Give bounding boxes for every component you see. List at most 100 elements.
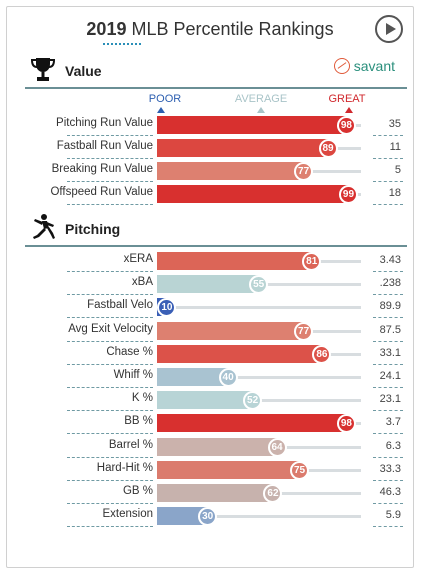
percentile-row[interactable]: Avg Exit Velocity 77 87.5 (7, 320, 415, 342)
stat-value: 6.3 (385, 439, 401, 452)
percentile-row[interactable]: Fastball Velo 10 89.9 (7, 296, 415, 319)
pitcher-icon (33, 214, 55, 239)
label-divider (67, 158, 153, 159)
percentile-badge[interactable]: 81 (302, 252, 322, 271)
value-divider (373, 456, 403, 458)
percentile-badge[interactable]: 62 (263, 484, 283, 503)
percentile-card: 2019 MLB Percentile Rankings Value savan… (6, 6, 414, 568)
label-divider (67, 363, 153, 365)
value-divider (373, 158, 403, 159)
metric-label: Offspeed Run Value (50, 186, 153, 198)
percentile-badge[interactable]: 89 (318, 139, 338, 158)
percentile-bar (157, 391, 254, 410)
metric-label: K % (131, 392, 153, 405)
value-divider (373, 503, 403, 504)
metric-label: Fastball Velo (87, 299, 153, 312)
percentile-row[interactable]: Whiff % 40 24.1 (7, 366, 415, 388)
label-divider (67, 410, 153, 412)
percentile-row[interactable]: Chase % 86 33.1 (7, 343, 415, 365)
stat-value: 3.43 (379, 254, 401, 266)
percentile-badge[interactable]: 86 (312, 344, 332, 364)
value-divider (373, 363, 403, 365)
value-section-rule (25, 87, 407, 89)
percentile-bar (157, 437, 278, 456)
label-divider (67, 294, 153, 296)
value-divider (373, 271, 403, 272)
percentile-bar (157, 321, 305, 340)
pitching-section-header: Pitching (25, 213, 409, 243)
percentile-row[interactable]: Fastball Run Value 89 11 (7, 137, 415, 159)
percentile-track (157, 306, 361, 310)
label-divider (67, 340, 153, 342)
savant-brand-text: savant (353, 58, 395, 74)
percentile-badge[interactable]: 75 (290, 460, 309, 480)
value-divider (373, 181, 403, 182)
value-divider (373, 526, 403, 528)
value-divider (373, 479, 403, 481)
label-divider (67, 456, 153, 458)
trophy-icon (30, 58, 56, 81)
stat-value: 5.9 (385, 509, 401, 522)
savant-logo-icon (333, 58, 350, 74)
percentile-row[interactable]: xERA 81 3.43 (7, 250, 415, 272)
value-divider (373, 387, 403, 388)
percentile-track (157, 376, 361, 379)
percentile-badge[interactable]: 77 (294, 162, 314, 181)
percentile-badge[interactable]: 10 (157, 298, 177, 318)
value-divider (373, 433, 403, 435)
pitching-section-rule (25, 245, 407, 247)
savant-brand[interactable]: savant (333, 58, 395, 74)
percentile-badge[interactable]: 40 (218, 368, 238, 387)
percentile-badge[interactable]: 98 (336, 414, 356, 434)
percentile-row[interactable]: Extension 30 5.9 (7, 505, 415, 528)
value-section-header: Value savant (25, 55, 409, 85)
percentile-track (157, 515, 361, 519)
percentile-badge[interactable]: 64 (267, 437, 287, 457)
metric-label: Extension (102, 508, 153, 521)
value-divider (373, 317, 403, 319)
percentile-row[interactable]: xBA 55 .238 (7, 273, 415, 296)
percentile-bar (157, 460, 300, 479)
play-icon[interactable] (375, 15, 403, 43)
page-title: 2019 MLB Percentile Rankings (7, 19, 413, 40)
value-divider (373, 340, 403, 342)
percentile-bar (157, 484, 274, 502)
stat-value: 24.1 (379, 370, 401, 382)
title-text: MLB Percentile Rankings (126, 19, 334, 39)
percentile-badge[interactable]: 55 (249, 275, 269, 295)
percentile-row[interactable]: Offspeed Run Value 99 18 (7, 183, 415, 205)
metric-label: Avg Exit Velocity (68, 322, 153, 335)
stat-value: 35 (388, 118, 401, 130)
scale-poor-tick (157, 107, 165, 113)
stat-value: 33.3 (379, 462, 401, 475)
stat-value: 87.5 (379, 323, 401, 336)
percentile-row[interactable]: BB % 98 3.7 (7, 412, 415, 435)
percentile-badge[interactable]: 98 (336, 116, 356, 135)
percentile-badge[interactable]: 77 (294, 321, 314, 341)
percentile-row[interactable]: K % 52 23.1 (7, 389, 415, 412)
label-divider (67, 271, 153, 272)
percentile-row[interactable]: Barrel % 64 6.3 (7, 436, 415, 458)
percentile-row[interactable]: Breaking Run Value 77 5 (7, 160, 415, 182)
label-divider (67, 387, 153, 388)
percentile-bar (157, 116, 347, 134)
percentile-row[interactable]: Hard-Hit % 75 33.3 (7, 459, 415, 481)
scale-great-label: GREAT (328, 93, 366, 105)
label-divider (67, 317, 153, 319)
percentile-badge[interactable]: 99 (338, 185, 358, 204)
label-divider (67, 479, 153, 481)
stat-value: 3.7 (385, 416, 401, 429)
percentile-badge[interactable]: 30 (198, 507, 218, 527)
metric-label: xBA (131, 276, 153, 289)
percentile-bar (157, 139, 329, 157)
label-divider (67, 181, 153, 182)
percentile-row[interactable]: Pitching Run Value 98 35 (7, 114, 415, 136)
title-year: 2019 (86, 19, 127, 39)
value-section-label: Value (65, 63, 102, 79)
percentile-badge[interactable]: 52 (243, 391, 263, 411)
title-underline (103, 43, 141, 45)
label-divider (67, 135, 153, 136)
percentile-row[interactable]: GB % 62 46.3 (7, 482, 415, 504)
card-header: 2019 MLB Percentile Rankings (7, 7, 413, 57)
stat-value: 33.1 (379, 346, 401, 359)
